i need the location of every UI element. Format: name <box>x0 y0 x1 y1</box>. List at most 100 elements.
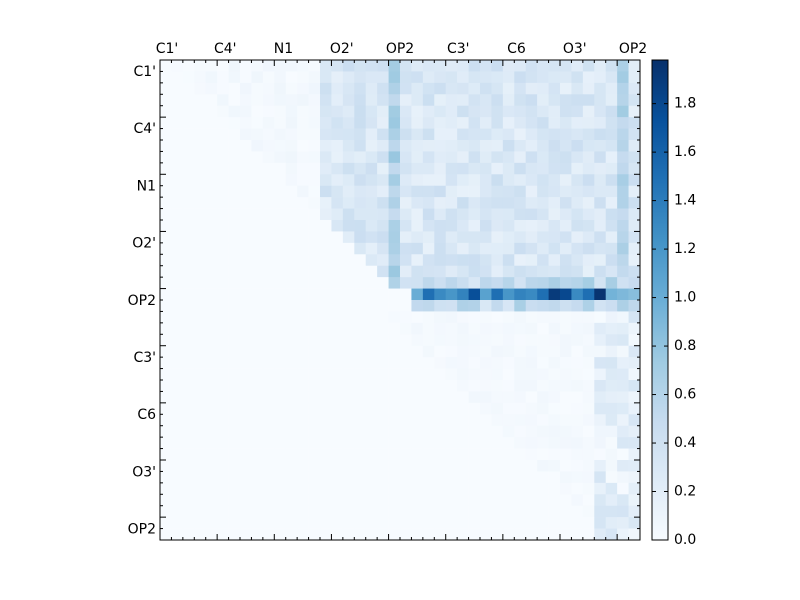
heatmap-cell <box>434 460 447 472</box>
heatmap-cell <box>605 94 618 107</box>
heatmap-cell <box>217 437 229 449</box>
heatmap-cell <box>160 322 172 335</box>
heatmap-cell <box>217 277 229 289</box>
heatmap-cell <box>594 151 607 164</box>
heatmap-cell <box>457 322 469 335</box>
heatmap-cell <box>617 220 629 232</box>
heatmap-cell <box>491 254 504 267</box>
heatmap-cell <box>240 471 252 484</box>
heatmap-cell <box>491 117 504 129</box>
heatmap-cell <box>468 345 481 358</box>
heatmap-cell <box>160 174 172 187</box>
heatmap-cell <box>342 197 355 209</box>
heatmap-cell <box>617 528 629 541</box>
heatmap-cell <box>582 71 595 84</box>
heatmap-cell <box>628 71 641 84</box>
heatmap-cell <box>228 105 241 118</box>
heatmap-cell <box>491 380 504 392</box>
heatmap-cell <box>560 505 572 518</box>
heatmap-cell <box>560 185 572 198</box>
heatmap-cell <box>217 368 229 381</box>
heatmap-cell <box>354 208 367 221</box>
heatmap-cell <box>502 254 515 267</box>
heatmap-cell <box>274 448 287 461</box>
heatmap-cell <box>445 185 458 198</box>
heatmap-cell <box>297 528 309 541</box>
heatmap-cell <box>160 128 172 141</box>
heatmap-cell <box>628 357 641 369</box>
heatmap-cell <box>262 117 275 129</box>
heatmap-cell <box>502 471 515 484</box>
heatmap-cell <box>502 265 515 278</box>
heatmap-cell <box>502 94 515 107</box>
heatmap-cell <box>491 288 504 301</box>
heatmap-cell <box>365 334 378 347</box>
heatmap-cell <box>194 242 207 255</box>
heatmap-cell <box>525 185 538 198</box>
heatmap-cell <box>582 277 595 289</box>
heatmap-cell <box>320 482 332 495</box>
heatmap-cell <box>400 128 412 141</box>
heatmap-cell <box>251 380 264 392</box>
heatmap-cell <box>605 482 618 495</box>
heatmap-cell <box>365 231 378 244</box>
heatmap-cell <box>342 448 355 461</box>
heatmap-cell <box>365 505 378 518</box>
heatmap-cell <box>548 151 561 164</box>
heatmap-cell <box>171 254 184 267</box>
heatmap-cell <box>217 300 229 312</box>
heatmap-cell <box>468 71 481 84</box>
heatmap-cell <box>388 151 401 164</box>
heatmap-cell <box>605 414 618 427</box>
heatmap-cell <box>262 82 275 95</box>
y-tick-label: OP2 <box>128 293 156 309</box>
heatmap-cell <box>274 105 287 118</box>
heatmap-cell <box>502 402 515 415</box>
heatmap-cell <box>320 357 332 369</box>
heatmap-cell <box>411 231 424 244</box>
heatmap-cell <box>468 460 481 472</box>
heatmap-cell <box>491 265 504 278</box>
heatmap-cell <box>411 380 424 392</box>
heatmap-cell <box>400 174 412 187</box>
heatmap-cell <box>434 402 447 415</box>
heatmap-cell <box>205 322 218 335</box>
heatmap-cell <box>388 288 401 301</box>
heatmap-cell <box>194 402 207 415</box>
heatmap-cell <box>217 357 229 369</box>
heatmap-cell <box>617 94 629 107</box>
heatmap-cell <box>560 231 572 244</box>
heatmap-cell <box>617 242 629 255</box>
heatmap-cell <box>171 448 184 461</box>
heatmap-cell <box>480 380 492 392</box>
heatmap-cell <box>400 494 412 507</box>
heatmap-cell <box>605 437 618 449</box>
heatmap-cell <box>445 254 458 267</box>
heatmap-cell <box>560 471 572 484</box>
heatmap-cell <box>217 128 229 141</box>
heatmap-cell <box>617 471 629 484</box>
heatmap-cell <box>445 128 458 141</box>
heatmap-cell <box>617 174 629 187</box>
heatmap-cell <box>182 380 195 392</box>
heatmap-cell <box>388 437 401 449</box>
heatmap-cell <box>160 368 172 381</box>
heatmap-cell <box>182 162 195 175</box>
heatmap-cell <box>331 71 344 84</box>
heatmap-cell <box>274 482 287 495</box>
heatmap-cell <box>594 368 607 381</box>
heatmap-cell <box>468 517 481 529</box>
heatmap-cell <box>548 277 561 289</box>
heatmap-cell <box>422 380 435 392</box>
heatmap-cell <box>320 277 332 289</box>
heatmap-cell <box>514 334 527 347</box>
heatmap-cell <box>594 300 607 312</box>
heatmap-cell <box>262 368 275 381</box>
heatmap-cell <box>628 208 641 221</box>
heatmap-cell <box>457 277 469 289</box>
heatmap-cell <box>491 311 504 324</box>
heatmap-cell <box>365 82 378 95</box>
heatmap-cell <box>445 528 458 541</box>
heatmap-cell <box>308 231 321 244</box>
heatmap-cell <box>457 482 469 495</box>
